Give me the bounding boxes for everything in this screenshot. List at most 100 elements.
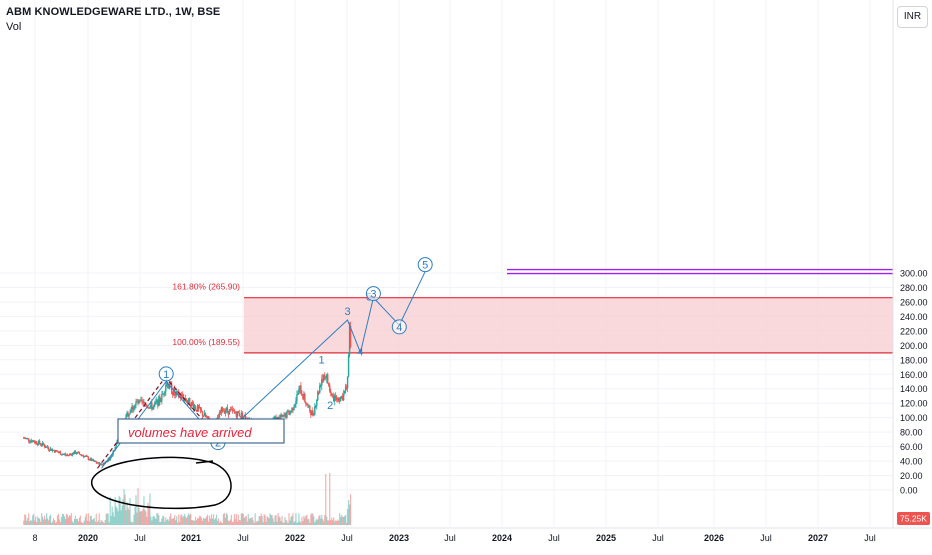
y-tick-label: 180.00 [900, 355, 928, 365]
volume-bar [221, 522, 224, 525]
volume-bar [308, 518, 310, 525]
volume-bar [272, 518, 274, 525]
candle-body [47, 447, 50, 450]
volume-bar [207, 521, 210, 525]
symbol-title[interactable]: ABM KNOWLEDGEWARE LTD., 1W, BSE [6, 6, 221, 18]
volume-bar [155, 519, 157, 525]
volume-bar [49, 514, 52, 525]
candle-body [314, 406, 316, 415]
volume-bar [118, 495, 120, 525]
candle-body [239, 415, 242, 417]
volume-bar [168, 520, 170, 525]
volume-bar [191, 520, 193, 525]
volume-bar [185, 516, 187, 525]
wave-label-circle [391, 319, 407, 335]
volume-bar [84, 516, 86, 525]
volume-bar [343, 516, 345, 525]
candle-body [348, 326, 351, 356]
volume-bar [250, 518, 252, 525]
y-tick-label: 20.00 [900, 471, 923, 481]
candle-body [342, 393, 345, 401]
volume-bar [96, 522, 98, 525]
candle-body [135, 401, 137, 405]
candle-body [331, 393, 333, 395]
volume-bar [260, 513, 262, 525]
volume-bar [201, 520, 204, 525]
volume-bar [178, 514, 180, 525]
volume-bar [193, 520, 195, 525]
volume-bar [346, 522, 348, 525]
volume-bar [238, 520, 240, 525]
volume-bar [27, 518, 29, 525]
volume-bar [164, 521, 166, 525]
volume-bar [341, 514, 343, 525]
candle-body [229, 409, 232, 411]
volume-bar [169, 516, 171, 525]
y-tick-label: 80.00 [900, 428, 923, 438]
wave-label: 1 [163, 369, 169, 381]
y-tick-label: 140.00 [900, 384, 928, 394]
candle-body [147, 407, 149, 409]
candle-body [306, 404, 308, 406]
volume-bar [115, 506, 117, 525]
volume-bar [204, 518, 207, 525]
candle-body [177, 391, 179, 393]
volume-bar [154, 517, 156, 525]
volume-bar [200, 517, 203, 525]
candle-body [94, 460, 96, 462]
volume-bar [203, 518, 206, 525]
candle-body [284, 413, 286, 416]
volume-bar [333, 517, 335, 525]
volume-bar [141, 511, 143, 525]
volume-bar [231, 522, 233, 525]
volume-bar [109, 496, 111, 525]
volume-bar [179, 521, 181, 525]
volume-bar [112, 512, 114, 525]
candle-body [217, 417, 220, 419]
volume-bar [76, 518, 78, 525]
candle-body [69, 453, 72, 455]
volume-bar [280, 521, 282, 525]
candle-body [235, 413, 238, 417]
volume-bar [194, 520, 196, 525]
volume-bar [28, 513, 30, 525]
fib-level-label: 161.80% (265.90) [172, 282, 240, 292]
volume-bar [50, 522, 53, 525]
candle-body [86, 456, 89, 458]
volume-bar [101, 520, 103, 525]
volume-bar [161, 518, 163, 525]
volume-bar [198, 515, 201, 525]
wave-label: 4 [357, 346, 363, 358]
volume-bar [277, 513, 279, 525]
wave-label-circle [158, 366, 174, 382]
volume-bar [268, 518, 270, 525]
candle-body [296, 394, 298, 401]
x-tick-label: Jul [237, 533, 249, 543]
volume-bar [229, 519, 231, 525]
volume-bar [69, 515, 72, 525]
candle-body [136, 401, 138, 403]
volume-bar [317, 519, 319, 525]
candle-body [138, 400, 140, 404]
candle-body [186, 401, 189, 403]
candle-body [228, 409, 231, 415]
volume-bar [302, 521, 304, 525]
volume-bar [214, 518, 217, 525]
candle-body [218, 412, 221, 418]
volume-bar [136, 512, 138, 525]
currency-button[interactable]: INR [897, 6, 928, 28]
volume-indicator-label[interactable]: Vol [6, 21, 22, 33]
volume-bar [54, 522, 57, 525]
volume-bar [259, 516, 261, 525]
candle-body [40, 444, 43, 446]
volume-bar [323, 521, 325, 525]
candle-body [128, 413, 130, 417]
volume-bar [72, 522, 75, 525]
volume-bar [97, 520, 99, 525]
candle-body [81, 454, 84, 456]
candle-body [349, 326, 352, 347]
candle-body [79, 454, 82, 456]
candle-body [116, 440, 118, 445]
